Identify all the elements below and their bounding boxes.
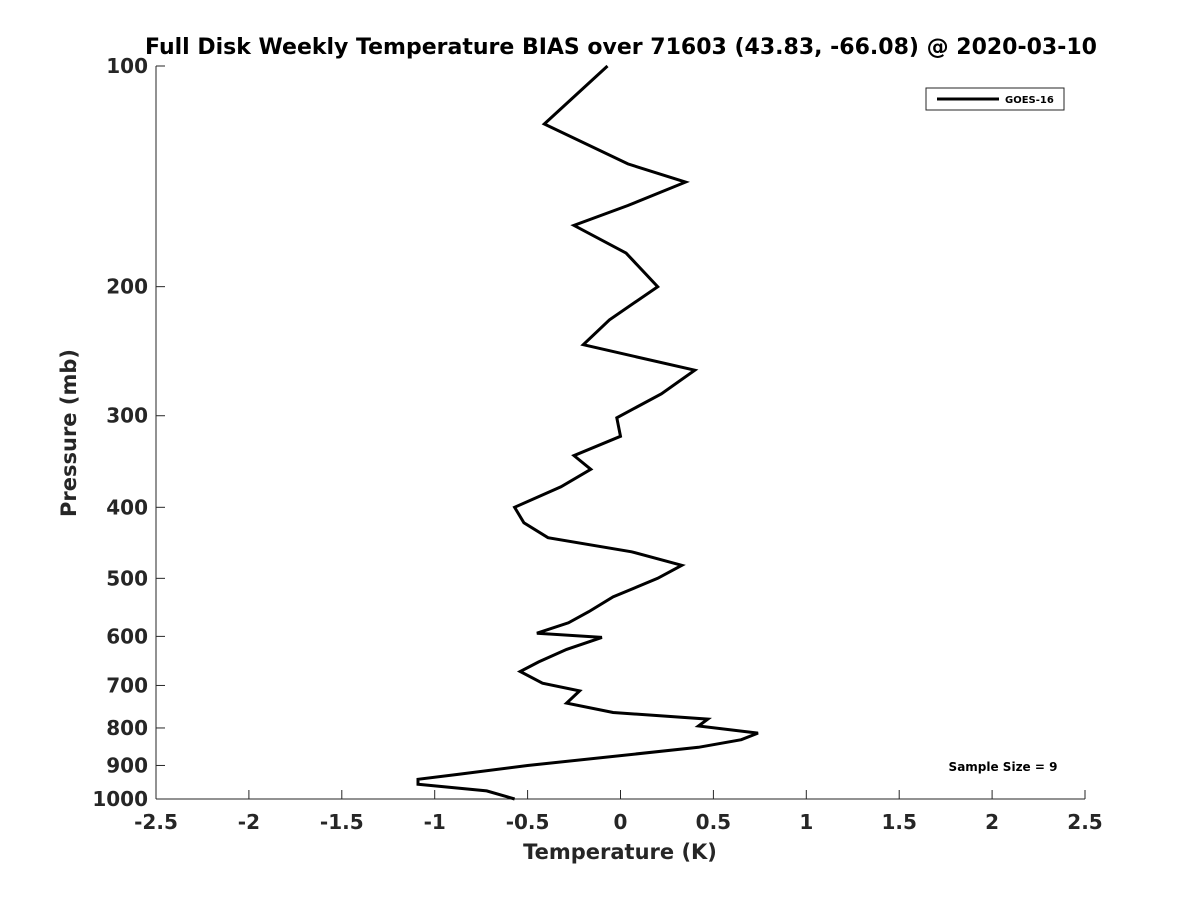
x-tick-label: 2.5 [1067,810,1102,834]
legend-label-goes-16: GOES-16 [1005,95,1054,106]
y-axis-title: Pressure (mb) [57,349,81,517]
x-tick-label: -2 [238,810,260,834]
x-axis-title: Temperature (K) [523,840,717,864]
x-tick-label: -1 [424,810,446,834]
series-layer [416,64,759,801]
y-tick-label: 900 [106,753,148,777]
x-tick-label: 0.5 [696,810,731,834]
y-tick-label: 600 [106,624,148,648]
y-tick-label: 400 [106,495,148,519]
x-tick-label: 1.5 [881,810,916,834]
x-tick-label: 1 [799,810,813,834]
y-tick-label: 700 [106,673,148,697]
chart-title: Full Disk Weekly Temperature BIAS over 7… [145,35,1097,60]
series-line-goes-16 [416,64,759,801]
x-tick-label: -1.5 [320,810,364,834]
x-axis-ticks: -2.5 -2 -1.5 -1 -0.5 0 0.5 1 1.5 2 2.5 [134,790,1103,834]
x-tick-label: -0.5 [506,810,550,834]
y-tick-label: 1000 [92,787,148,811]
x-tick-label: -2.5 [134,810,178,834]
y-tick-label: 200 [106,275,148,299]
y-tick-label: 300 [106,404,148,428]
y-tick-label: 100 [106,54,148,78]
y-tick-label: 800 [106,716,148,740]
y-tick-label: 500 [106,566,148,590]
x-tick-label: 0 [614,810,628,834]
y-axis-ticks: 100 200 300 400 500 600 700 800 900 1000 [92,54,165,811]
sample-size-annotation: Sample Size = 9 [949,760,1058,774]
x-tick-label: 2 [985,810,999,834]
legend: GOES-16 [925,87,1065,111]
